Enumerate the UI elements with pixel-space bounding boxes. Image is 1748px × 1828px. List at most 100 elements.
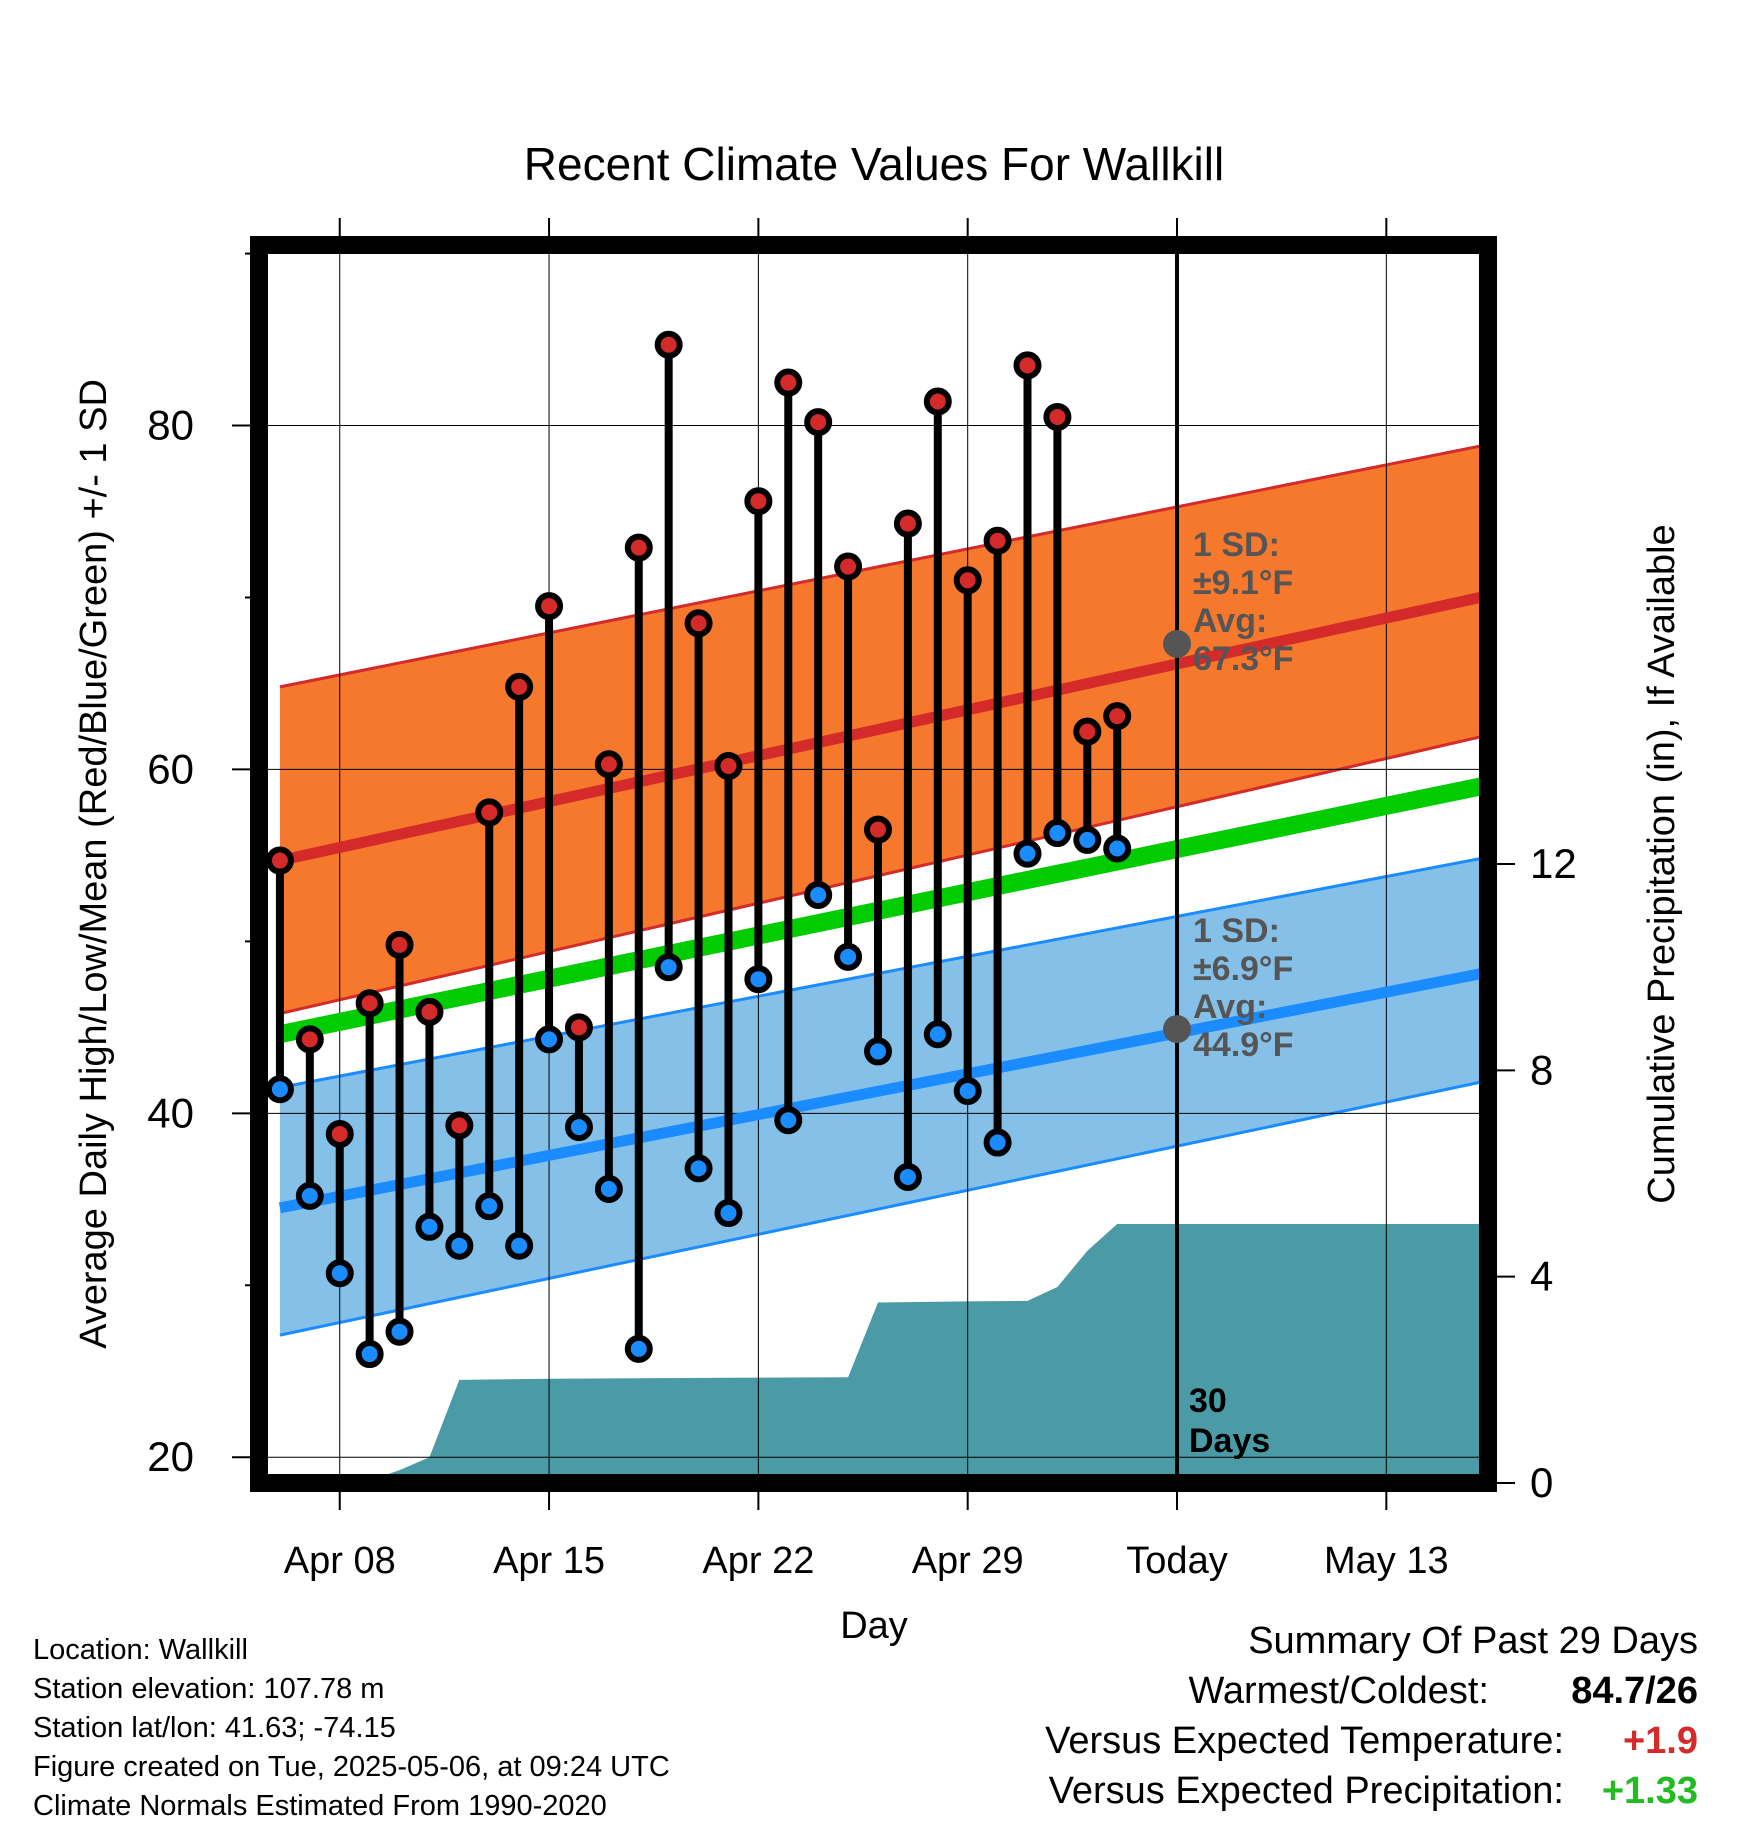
daily-high-point xyxy=(774,368,803,397)
daily-low-point xyxy=(1013,839,1042,868)
daily-high-point xyxy=(953,566,982,595)
daily-high-point xyxy=(564,1013,593,1042)
daily-low-point xyxy=(535,1025,564,1054)
daily-low-point xyxy=(355,1340,384,1369)
daily-high-point xyxy=(415,997,444,1026)
daily-low-point xyxy=(654,953,683,982)
daily-high-point xyxy=(445,1111,474,1140)
y-tick-label: 60 xyxy=(147,745,194,792)
y2-tick-label: 12 xyxy=(1530,840,1577,887)
y2-tick-label: 8 xyxy=(1530,1046,1553,1093)
x-tick-label: May 13 xyxy=(1324,1540,1449,1582)
daily-high-point xyxy=(594,750,623,779)
daily-high-point xyxy=(325,1119,354,1148)
x-tick-label: Apr 22 xyxy=(702,1540,814,1582)
daily-high-point xyxy=(624,533,653,562)
daily-low-point xyxy=(594,1174,623,1203)
daily-high-point xyxy=(744,487,773,516)
daily-range-stems xyxy=(275,344,1122,1355)
low-sd-value: ±6.9°F xyxy=(1193,950,1293,988)
y2-tick-label: 4 xyxy=(1530,1253,1553,1300)
today-low-normal-marker xyxy=(1163,1015,1192,1044)
daily-low-point xyxy=(1043,819,1072,848)
daily-high-point xyxy=(1073,717,1102,746)
daily-low-point xyxy=(564,1113,593,1142)
low-avg-label: Avg: xyxy=(1193,988,1267,1026)
daily-low-point xyxy=(624,1334,653,1363)
daily-low-point xyxy=(983,1128,1012,1157)
x-tick-label: Apr 08 xyxy=(284,1540,396,1582)
daily-high-point xyxy=(654,330,683,359)
y-tick-label: 20 xyxy=(147,1433,194,1480)
daily-points xyxy=(265,330,1132,1369)
daily-high-point xyxy=(863,815,892,844)
daily-low-point xyxy=(295,1181,324,1210)
y-axis-label: Average Daily High/Low/Mean (Red/Blue/Gr… xyxy=(73,379,115,1349)
low-band-lower-edge xyxy=(279,1079,1488,1337)
daily-low-point xyxy=(863,1037,892,1066)
daily-low-point xyxy=(744,965,773,994)
daily-high-point xyxy=(834,552,863,581)
daily-low-point xyxy=(475,1192,504,1221)
info-normals: Climate Normals Estimated From 1990-2020 xyxy=(33,1790,607,1822)
summary-temp-label: Versus Expected Temperature: xyxy=(1045,1720,1564,1762)
daily-low-point xyxy=(445,1231,474,1260)
x-axis-label: Day xyxy=(840,1605,908,1647)
normal-mean-line xyxy=(278,776,1488,1044)
daily-high-point xyxy=(385,930,414,959)
daily-low-point xyxy=(923,1020,952,1049)
info-created: Figure created on Tue, 2025-05-06, at 09… xyxy=(33,1751,670,1783)
daily-high-point xyxy=(535,592,564,621)
high-avg-label: Avg: xyxy=(1193,602,1267,640)
daily-low-point xyxy=(774,1106,803,1135)
daily-low-point xyxy=(714,1199,743,1228)
today-days-number: 30 xyxy=(1189,1382,1227,1420)
daily-low-point xyxy=(325,1259,354,1288)
daily-high-point xyxy=(684,609,713,638)
precip-cumulative-area xyxy=(279,1224,1488,1483)
daily-low-point xyxy=(834,942,863,971)
daily-high-point xyxy=(1043,402,1072,431)
x-tick-label: Apr 15 xyxy=(493,1540,605,1582)
precipitation-area xyxy=(279,1224,1488,1483)
low-avg-value: 44.9°F xyxy=(1193,1026,1294,1064)
daily-low-point xyxy=(1073,825,1102,854)
today-high-normal-marker xyxy=(1163,629,1192,658)
today-days-word: Days xyxy=(1189,1422,1270,1460)
high-sd-label: 1 SD: xyxy=(1193,526,1280,564)
summary-heading: Summary Of Past 29 Days xyxy=(1248,1620,1698,1662)
daily-high-point xyxy=(1103,702,1132,731)
daily-high-point xyxy=(295,1025,324,1054)
summary-temp-value: +1.9 xyxy=(1622,1720,1698,1762)
daily-low-point xyxy=(265,1075,294,1104)
daily-high-point xyxy=(893,509,922,538)
high-sd-value: ±9.1°F xyxy=(1193,564,1293,602)
daily-high-point xyxy=(505,672,534,701)
daily-high-point xyxy=(983,526,1012,555)
chart-title: Recent Climate Values For Wallkill xyxy=(524,138,1224,190)
info-latlon: Station lat/lon: 41.63; -74.15 xyxy=(33,1712,396,1744)
daily-low-point xyxy=(953,1076,982,1105)
summary-precip-value: +1.33 xyxy=(1601,1770,1698,1812)
high-band-upper-edge xyxy=(279,442,1488,689)
daily-low-point xyxy=(804,880,833,909)
daily-low-point xyxy=(415,1212,444,1241)
daily-high-point xyxy=(265,846,294,875)
daily-low-point xyxy=(385,1317,414,1346)
low-sd-label: 1 SD: xyxy=(1193,912,1280,950)
daily-high-point xyxy=(355,989,384,1018)
low-band-upper-edge xyxy=(279,855,1488,1090)
daily-low-point xyxy=(505,1231,534,1260)
summary-warmest-value: 84.7/26 xyxy=(1571,1670,1698,1712)
daily-low-point xyxy=(684,1154,713,1183)
daily-high-point xyxy=(475,798,504,827)
high-band-lower-edge xyxy=(279,733,1488,1016)
summary-warmest-label: Warmest/Coldest: xyxy=(1188,1670,1489,1712)
summary-precip-label: Versus Expected Precipitation: xyxy=(1048,1770,1564,1812)
daily-high-point xyxy=(714,751,743,780)
daily-high-point xyxy=(923,387,952,416)
info-location: Location: Wallkill xyxy=(33,1634,248,1666)
daily-low-point xyxy=(893,1162,922,1191)
